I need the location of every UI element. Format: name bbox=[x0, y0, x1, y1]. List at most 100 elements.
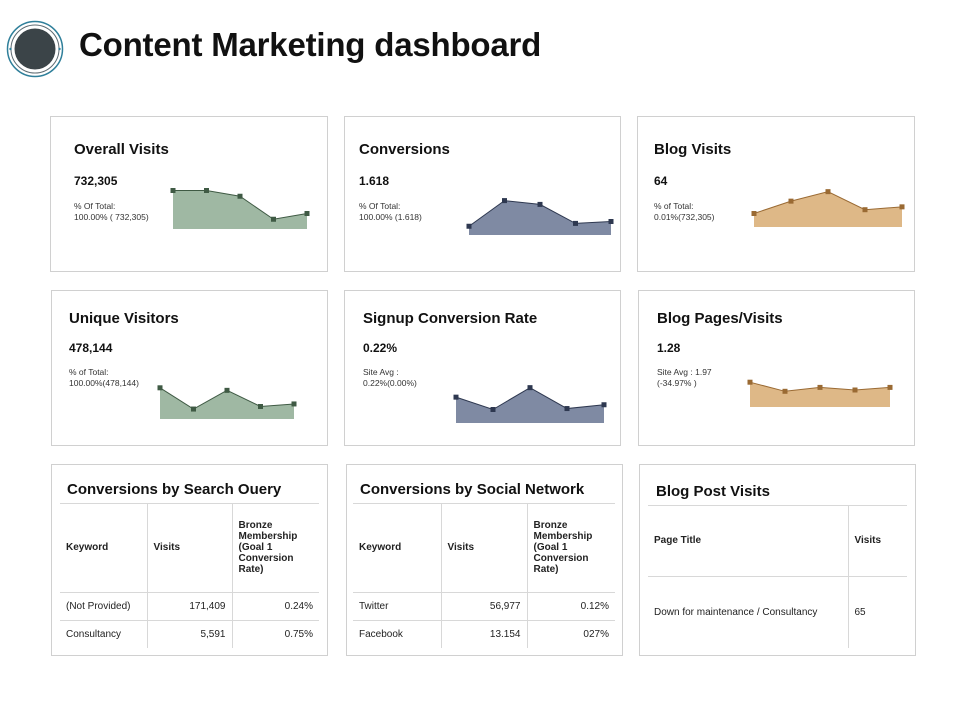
blog-post-visits-table: Page Title Visits Down for maintenance /… bbox=[648, 506, 907, 648]
kpi-card-blog-pages-visits: Blog Pages/Visits 1.28 Site Avg : 1.97 (… bbox=[638, 290, 915, 446]
sparkline-marker bbox=[788, 198, 794, 204]
sparkline-marker bbox=[751, 211, 757, 216]
sparkline-marker bbox=[490, 407, 496, 412]
sparkline-marker bbox=[747, 379, 753, 385]
sparkline-marker bbox=[237, 193, 243, 199]
kpi-value: 732,305 bbox=[74, 174, 118, 188]
kpi-sparkline bbox=[157, 385, 297, 419]
table-row[interactable]: Facebook 13.154 027% bbox=[353, 620, 615, 648]
sparkline-marker bbox=[817, 384, 823, 390]
kpi-sub-value: 100.00% ( 732,305) bbox=[74, 212, 149, 222]
table-row[interactable]: Twitter 56,977 0.12% bbox=[353, 592, 615, 621]
logo-icon bbox=[6, 20, 64, 78]
sparkline-marker bbox=[466, 223, 472, 229]
search-query-table-card: Conversions by Search Ouery Keyword Visi… bbox=[51, 464, 328, 656]
cell-keyword: Consultancy bbox=[60, 620, 148, 648]
sparkline-marker bbox=[782, 388, 788, 394]
cell-visits: 13.154 bbox=[441, 620, 528, 648]
kpi-sub-value: 0.22%(0.00%) bbox=[363, 378, 417, 388]
table-row[interactable]: Consultancy 5,591 0.75% bbox=[60, 620, 319, 648]
sparkline-marker bbox=[537, 201, 543, 207]
table-title: Conversions by Social Network bbox=[360, 481, 585, 498]
column-header-page-title: Page Title bbox=[648, 506, 849, 577]
page-title: Content Marketing dashboard bbox=[79, 26, 542, 63]
kpi-sub-label: % of Total: bbox=[654, 201, 694, 211]
cell-page-title: Down for maintenance / Consultancy bbox=[648, 576, 849, 648]
kpi-sparkline bbox=[747, 379, 893, 407]
sparkline-marker bbox=[862, 207, 868, 213]
blog-post-visits-card: Blog Post Visits Page Title Visits Down … bbox=[639, 464, 916, 656]
sparkline-area bbox=[754, 191, 902, 227]
kpi-sub-label: % of Total: bbox=[69, 367, 109, 377]
kpi-card-overall-visits: Overall Visits 732,305 % Of Total: 100.0… bbox=[50, 116, 328, 272]
kpi-title: Blog Visits bbox=[654, 141, 732, 158]
kpi-sparkline bbox=[751, 189, 905, 227]
column-header-visits: Visits bbox=[441, 504, 528, 593]
title-divider bbox=[353, 503, 615, 504]
table-header-row: Page Title Visits bbox=[648, 506, 907, 577]
column-header-conversion-rate: Bronze Membership (Goal 1 Conversion Rat… bbox=[232, 504, 319, 593]
sparkline-marker bbox=[564, 406, 570, 412]
table-header-row: Keyword Visits Bronze Membership (Goal 1… bbox=[353, 504, 615, 593]
social-network-table: Keyword Visits Bronze Membership (Goal 1… bbox=[353, 504, 615, 648]
kpi-sparkline bbox=[170, 188, 310, 229]
cell-keyword: Twitter bbox=[353, 592, 442, 621]
kpi-value: 64 bbox=[654, 174, 668, 188]
sparkline-area bbox=[456, 387, 604, 423]
kpi-sub-label: % Of Total: bbox=[359, 201, 401, 211]
column-header-visits: Visits bbox=[848, 506, 907, 577]
cell-visits: 171,409 bbox=[147, 592, 233, 621]
sparkline-marker bbox=[191, 406, 196, 412]
cell-rate: 027% bbox=[583, 628, 609, 640]
kpi-sub-value: (-34.97% ) bbox=[657, 378, 697, 388]
cell-keyword: Facebook bbox=[353, 620, 442, 648]
kpi-sub-label: Site Avg : 1.97 bbox=[657, 367, 712, 377]
cell-visits: 5,591 bbox=[147, 620, 233, 648]
kpi-title: Blog Pages/Visits bbox=[657, 310, 783, 327]
kpi-sub-label: % Of Total: bbox=[74, 201, 116, 211]
kpi-card-signup-conversion-rate: Signup Conversion Rate 0.22% Site Avg : … bbox=[344, 290, 621, 446]
sparkline-marker bbox=[291, 401, 297, 407]
column-header-conversion-rate: Bronze Membership (Goal 1 Conversion Rat… bbox=[527, 504, 615, 593]
kpi-title: Overall Visits bbox=[74, 141, 169, 158]
table-header-row: Keyword Visits Bronze Membership (Goal 1… bbox=[60, 504, 319, 593]
sparkline-marker bbox=[527, 385, 533, 391]
kpi-title: Conversions bbox=[359, 141, 450, 158]
cell-keyword: (Not Provided) bbox=[60, 592, 148, 621]
sparkline-marker bbox=[887, 384, 893, 390]
kpi-sparkline bbox=[453, 385, 607, 423]
title-divider bbox=[60, 503, 319, 504]
cell-rate: 0.75% bbox=[284, 628, 313, 640]
sparkline-area bbox=[750, 382, 890, 407]
kpi-title: Unique Visitors bbox=[69, 310, 179, 327]
kpi-card-blog-visits: Blog Visits 64 % of Total: 0.01%(732,305… bbox=[637, 116, 915, 272]
sparkline-marker bbox=[157, 385, 163, 391]
sparkline-marker bbox=[899, 204, 905, 210]
kpi-value: 1.618 bbox=[359, 174, 390, 188]
table-row[interactable]: (Not Provided) 171,409 0.24% bbox=[60, 592, 319, 621]
cell-rate: 0.12% bbox=[527, 592, 615, 621]
sparkline-marker bbox=[224, 387, 230, 393]
table-title: Blog Post Visits bbox=[656, 483, 770, 500]
kpi-card-unique-visitors: Unique Visitors 478,144 % of Total: 100.… bbox=[51, 290, 328, 446]
sparkline-marker bbox=[608, 219, 614, 224]
table-row[interactable]: Down for maintenance / Consultancy 65 bbox=[648, 576, 907, 648]
search-query-table: Keyword Visits Bronze Membership (Goal 1… bbox=[60, 504, 319, 648]
cell-rate: 0.24% bbox=[232, 592, 319, 621]
kpi-title: Signup Conversion Rate bbox=[363, 310, 538, 327]
sparkline-marker bbox=[852, 387, 858, 393]
column-header-keyword: Keyword bbox=[353, 504, 442, 593]
sparkline-marker bbox=[573, 220, 578, 226]
sparkline-marker bbox=[453, 394, 459, 400]
column-header-keyword: Keyword bbox=[60, 504, 148, 593]
title-divider bbox=[648, 505, 907, 506]
table-title: Conversions by Search Ouery bbox=[67, 481, 282, 498]
sparkline-marker bbox=[502, 198, 507, 204]
sparkline-marker bbox=[304, 211, 310, 216]
kpi-card-conversions: Conversions 1.618 % Of Total: 100.00% (1… bbox=[344, 116, 621, 272]
sparkline-marker bbox=[258, 404, 263, 409]
cell-visits: 65 bbox=[854, 606, 866, 618]
sparkline-marker bbox=[204, 188, 209, 193]
kpi-value: 478,144 bbox=[69, 341, 113, 355]
kpi-value: 1.28 bbox=[657, 341, 681, 355]
